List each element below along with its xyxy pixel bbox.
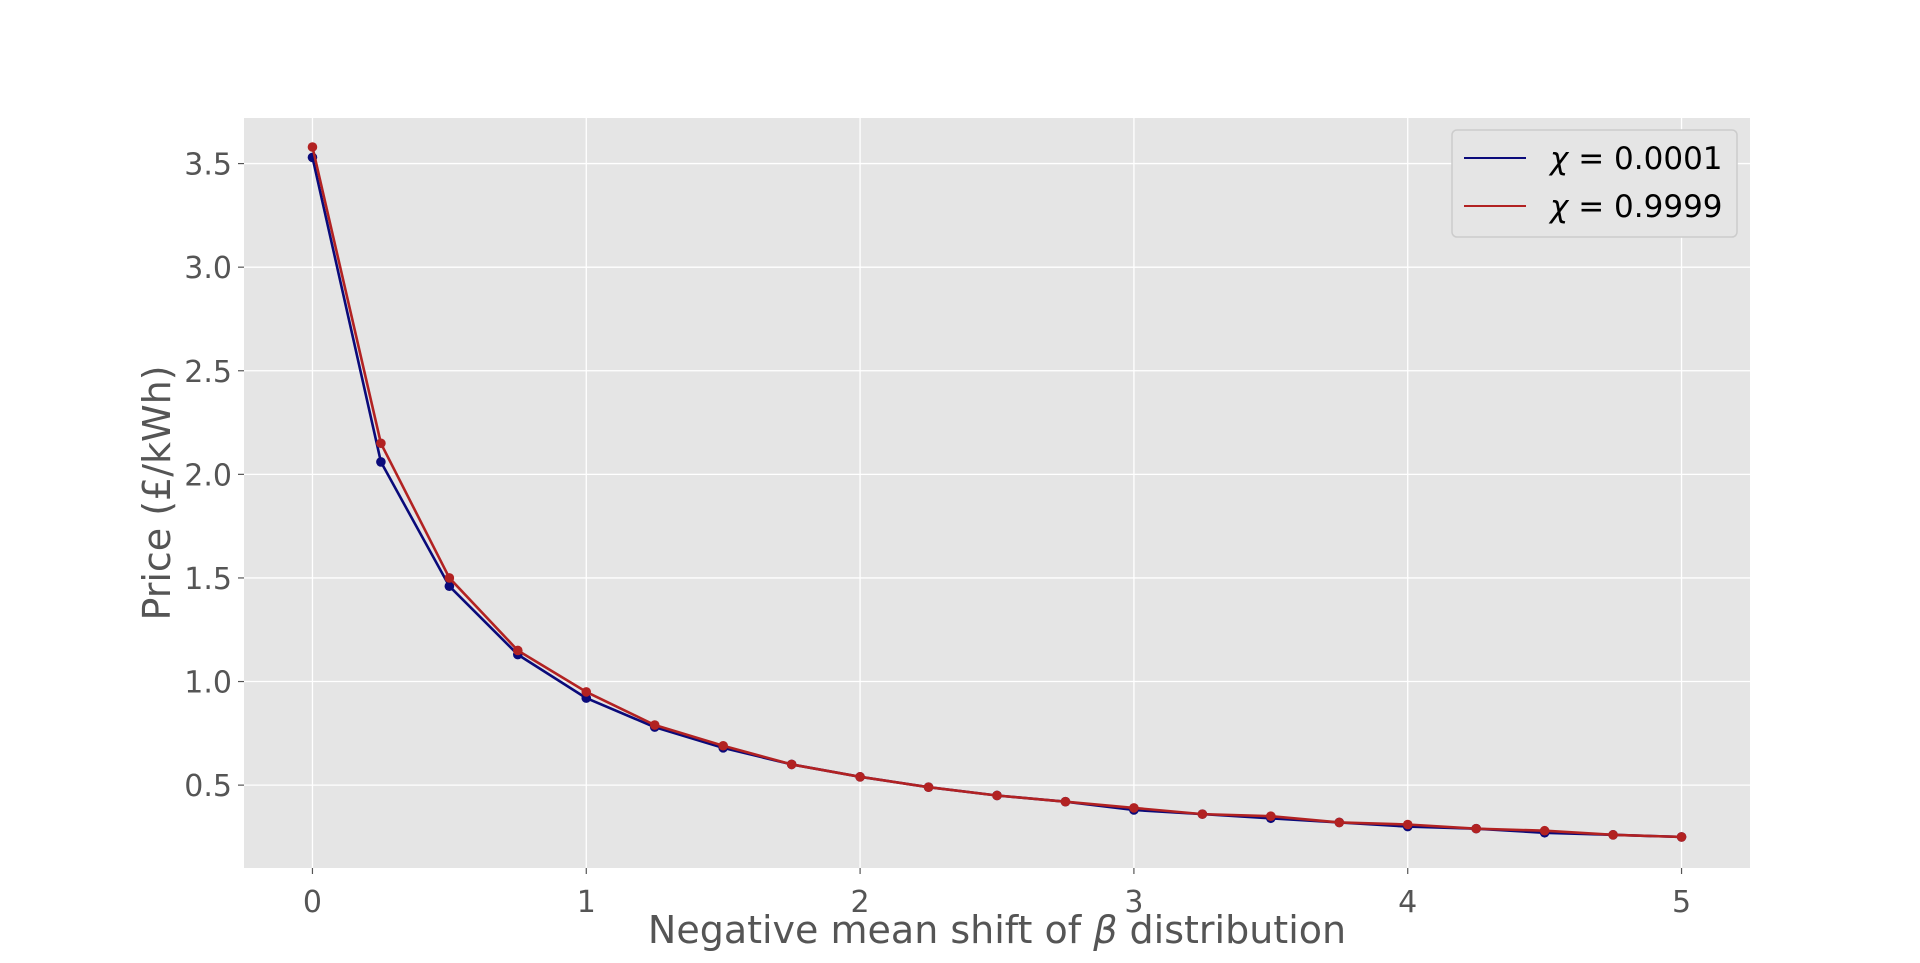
legend-label-series-2: χ = 0.9999: [1548, 189, 1723, 225]
y-tick-label: 3.0: [184, 251, 232, 286]
y-axis-title: Price (£/kWh): [135, 365, 179, 620]
data-point: [1608, 830, 1618, 840]
data-point: [1402, 819, 1413, 830]
data-point: [376, 438, 386, 449]
legend-box: [1451, 129, 1738, 238]
y-tick-label: 2.0: [184, 458, 232, 493]
x-axis-ticks: 0 1 2 3 4 5: [303, 868, 1691, 920]
series-2: [307, 142, 1687, 842]
plot-area: [244, 118, 1750, 868]
data-point: [444, 581, 455, 592]
data-point: [513, 645, 523, 656]
data-point: [649, 720, 660, 730]
data-point: [718, 740, 728, 751]
x-tick-label: 5: [1672, 885, 1691, 920]
x-tick-label: 4: [1398, 885, 1417, 920]
data-point: [1129, 803, 1139, 813]
data-point: [307, 142, 318, 152]
data-point: [1197, 809, 1208, 819]
y-tick-label: 1.5: [184, 562, 232, 597]
x-tick-label: 1: [577, 885, 596, 920]
y-tick-label: 1.0: [184, 666, 232, 701]
legend-label-series-1: χ = 0.0001: [1548, 141, 1723, 177]
y-tick-label: 2.5: [184, 355, 232, 390]
data-point: [786, 759, 797, 770]
gridlines: [244, 118, 1750, 868]
x-axis-title: Negative mean shift of β distribution: [648, 908, 1346, 952]
x-tick-label: 2: [851, 885, 870, 920]
y-tick-label: 0.5: [184, 769, 232, 804]
legend: χ = 0.0001 χ = 0.9999: [1451, 129, 1738, 238]
data-point: [1334, 817, 1345, 828]
y-axis-ticks: 0.5 1.0 1.5 2.0 2.5 3.0 3.5: [184, 148, 244, 804]
data-point: [1539, 825, 1550, 836]
x-tick-label: 0: [303, 885, 322, 920]
x-tick-label: 3: [1124, 885, 1143, 920]
data-point: [855, 772, 865, 782]
x-axis-title-symbol: β: [1092, 908, 1117, 952]
y-tick-label: 3.5: [184, 148, 232, 183]
data-point: [1060, 796, 1071, 807]
data-point: [1471, 823, 1481, 834]
data-point: [923, 782, 934, 792]
data-point: [992, 790, 1002, 801]
data-point: [376, 457, 386, 467]
series-layer: [307, 142, 1687, 842]
data-point: [444, 573, 455, 583]
data-point: [581, 687, 592, 697]
data-point: [1266, 811, 1276, 822]
data-point: [1676, 832, 1687, 842]
